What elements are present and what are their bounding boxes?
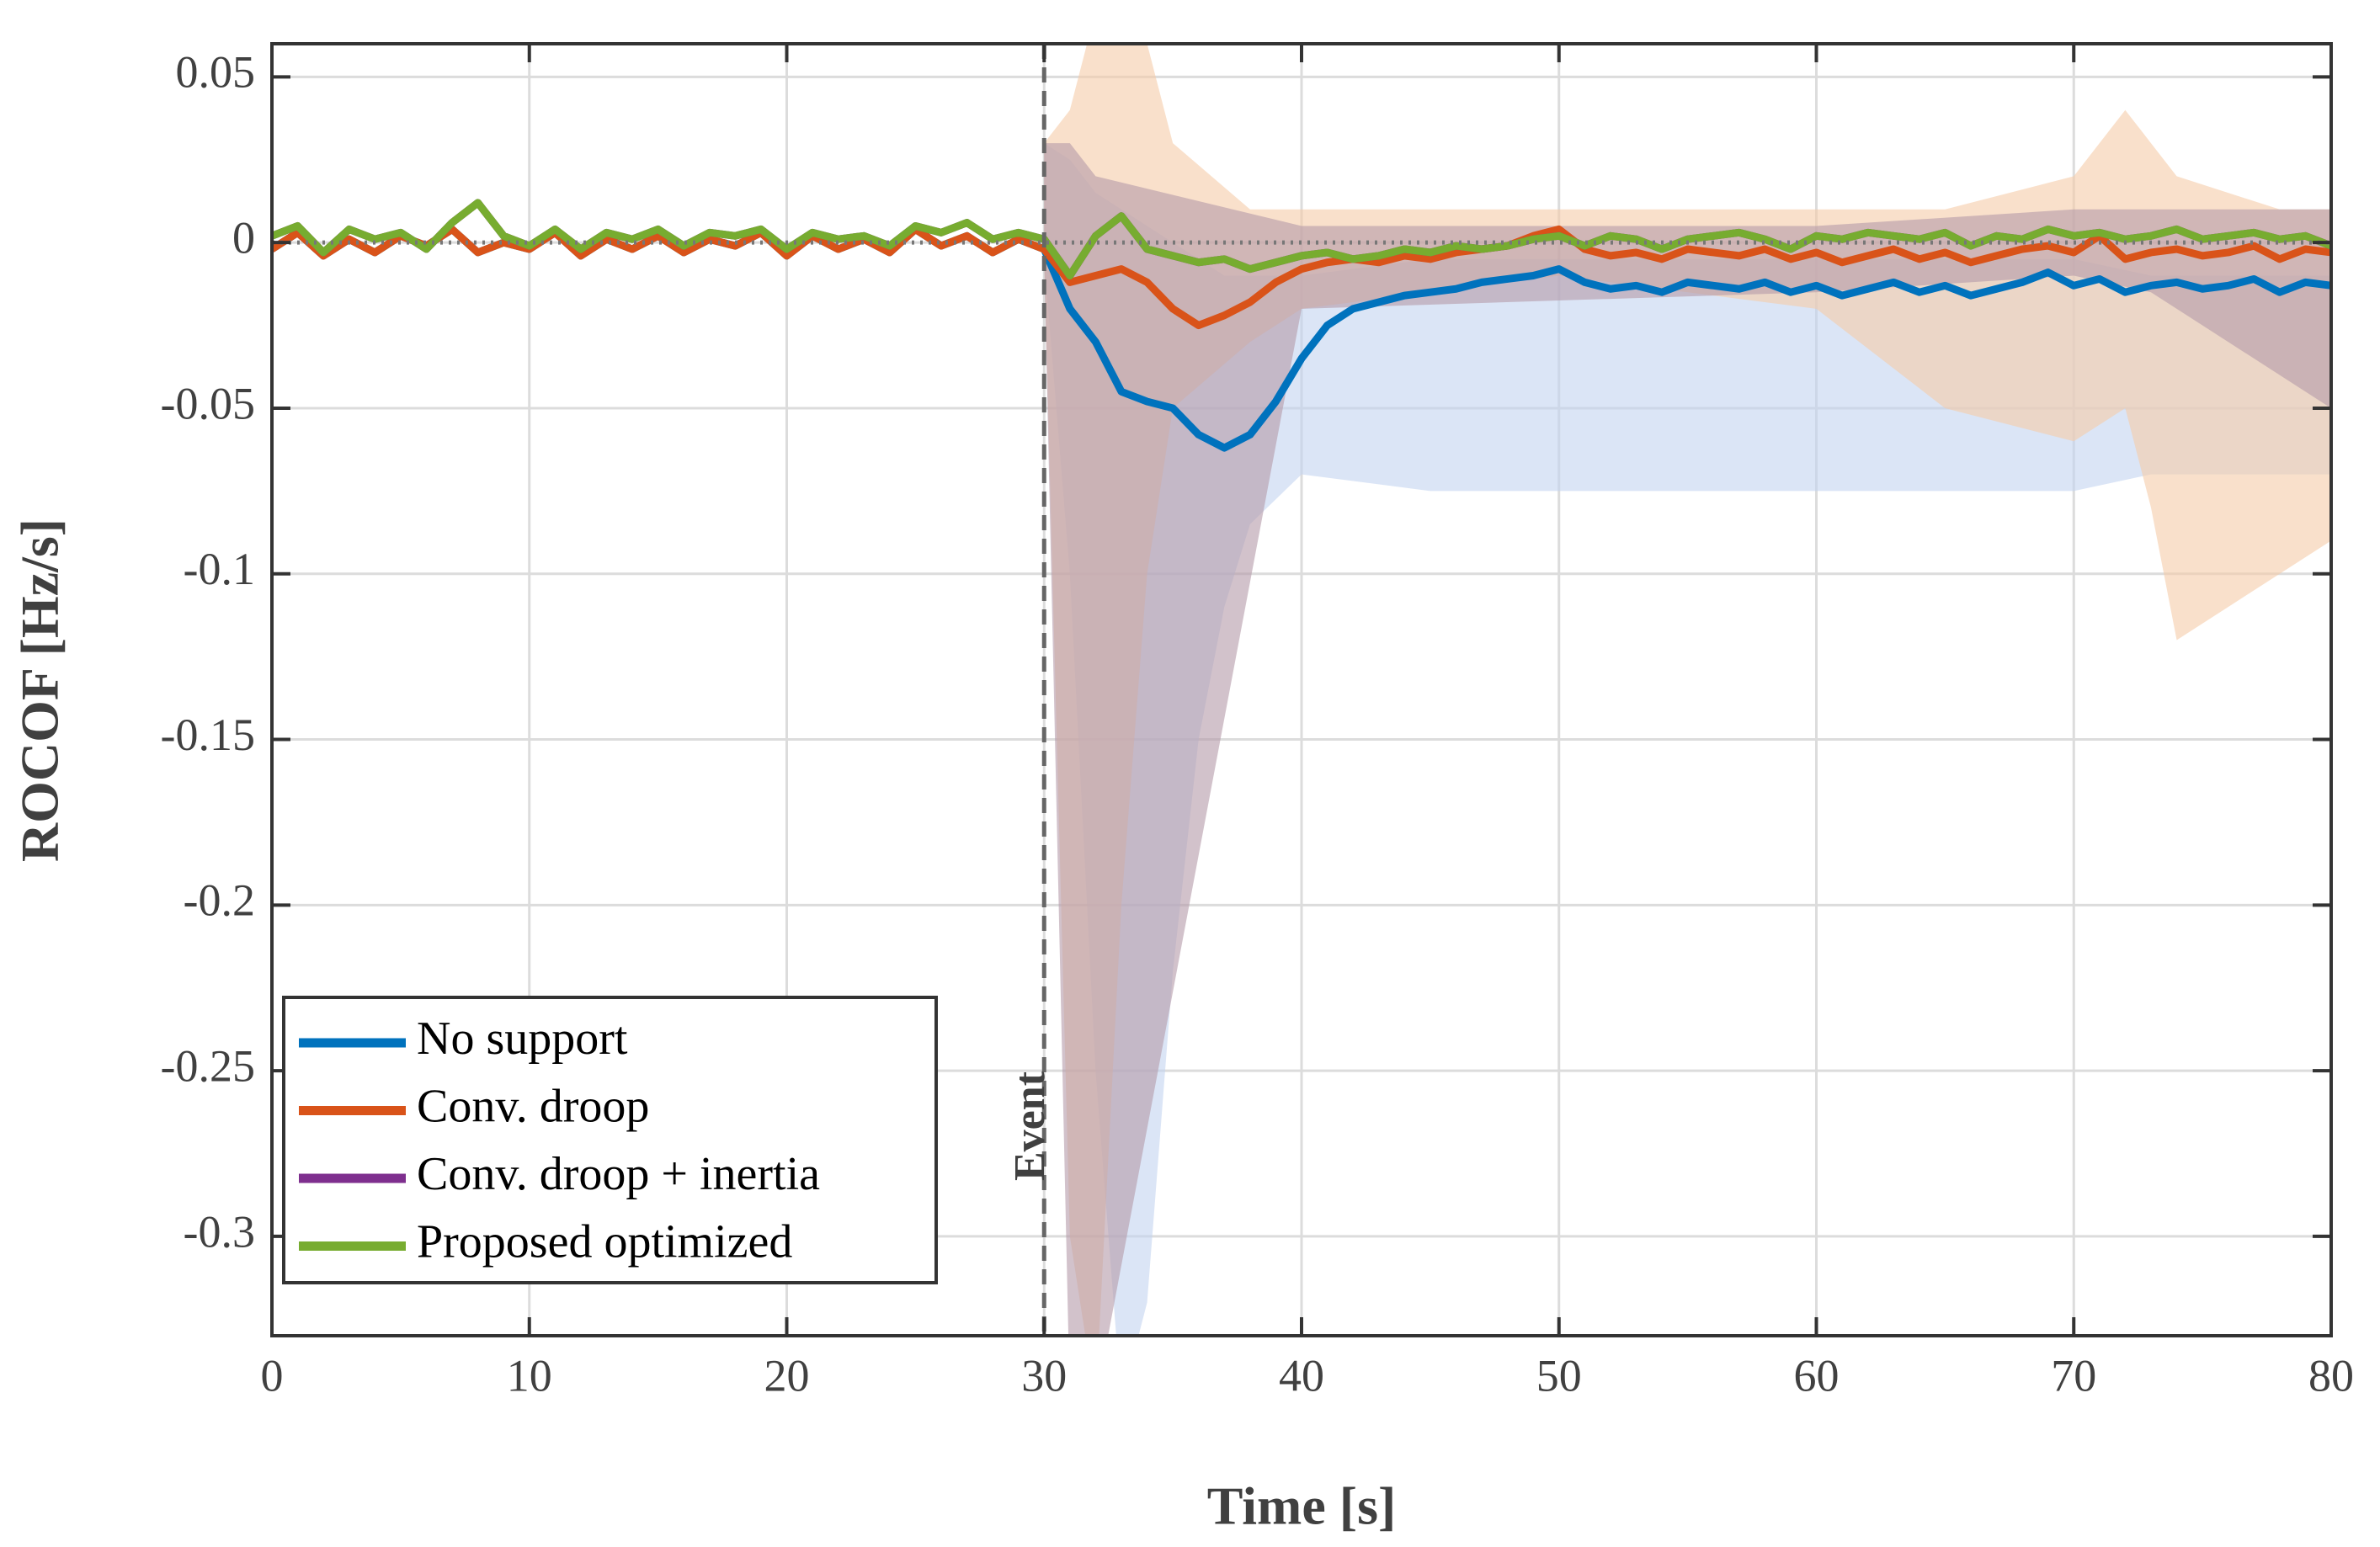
series-line: [272, 225, 2331, 330]
y-axis-label: ROCOF [Hz/s]: [10, 518, 70, 862]
confidence-band: [1044, 143, 2331, 1336]
confidence-band: [1044, 44, 2331, 1336]
x-tick-label: 0: [261, 1350, 284, 1401]
y-tick-label: 0: [232, 213, 255, 263]
y-tick-label: -0.1: [184, 544, 255, 594]
legend-label: Proposed optimized: [417, 1215, 792, 1268]
x-tick-label: 80: [2308, 1350, 2354, 1401]
y-tick-label: -0.2: [184, 875, 255, 926]
y-tick-label: -0.3: [184, 1206, 255, 1257]
legend-label: Conv. droop + inertia: [417, 1148, 820, 1200]
x-tick-label: 60: [1794, 1350, 1840, 1401]
legend-label: Conv. droop: [417, 1080, 649, 1132]
x-axis-label: Time [s]: [1207, 1476, 1397, 1536]
y-tick-label: -0.05: [161, 378, 255, 428]
x-tick-label: 50: [1536, 1350, 1582, 1401]
y-tick-label: -0.25: [161, 1041, 255, 1092]
axes: 0 10 20 30 40 50 60 70 80 0.05 0 -0.05 -0.1 -0.15 -0.2…: [161, 42, 2354, 1401]
plot-area: [272, 44, 2331, 1336]
x-tick-label: 20: [764, 1350, 810, 1401]
legend-label: No support: [417, 1013, 628, 1065]
x-tick-label: 30: [1021, 1350, 1067, 1401]
y-tick-label: 0.05: [176, 47, 256, 98]
y-tick-label: -0.15: [161, 710, 255, 760]
series-line: [272, 199, 2331, 280]
legend: No support Conv. droop Conv. droop + inert…: [282, 996, 938, 1284]
x-tick-label: 10: [507, 1350, 552, 1401]
event-label: Event: [1006, 1071, 1054, 1181]
confidence-band: [1044, 143, 2331, 1336]
x-tick-label: 40: [1279, 1350, 1324, 1401]
x-tick-label: 70: [2051, 1350, 2096, 1401]
